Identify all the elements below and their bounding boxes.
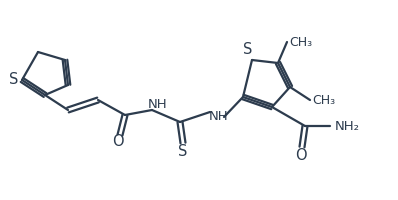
Text: NH: NH <box>148 98 168 110</box>
Text: S: S <box>178 144 188 158</box>
Text: CH₃: CH₃ <box>289 36 312 48</box>
Text: NH₂: NH₂ <box>334 119 359 132</box>
Text: S: S <box>243 43 253 58</box>
Text: CH₃: CH₃ <box>312 95 336 108</box>
Text: NH: NH <box>209 110 229 123</box>
Text: O: O <box>295 148 307 162</box>
Text: O: O <box>112 134 124 150</box>
Text: S: S <box>9 72 19 88</box>
